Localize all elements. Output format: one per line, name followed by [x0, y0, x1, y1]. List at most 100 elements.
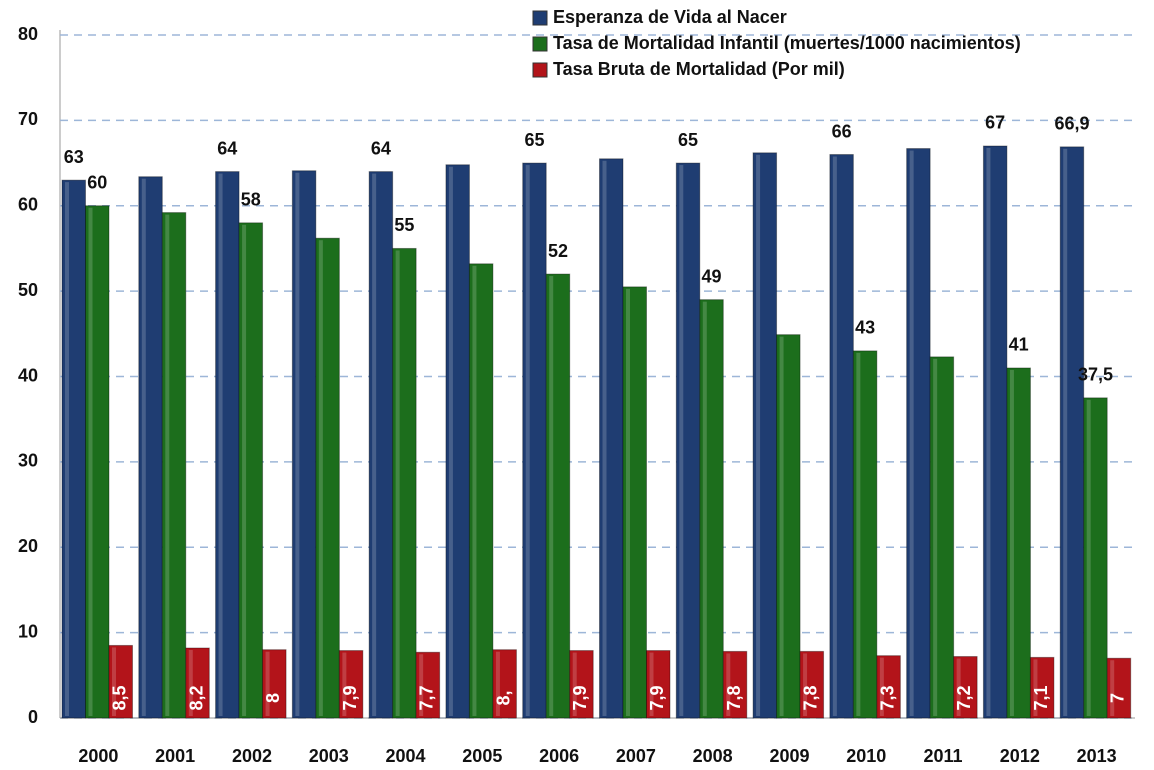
bar-highlight [495, 651, 500, 716]
bar [876, 655, 901, 719]
legend-label: Esperanza de Vida al Nacer [553, 7, 787, 27]
y-tick-label: 70 [18, 109, 38, 129]
bar-highlight [265, 651, 270, 716]
bar-highlight [549, 276, 554, 716]
y-tick-label: 60 [18, 195, 38, 215]
x-tick-label: 2009 [769, 746, 809, 766]
data-label: 7,9 [570, 685, 590, 710]
bar [622, 286, 647, 719]
data-label: 65 [524, 130, 544, 150]
bar-highlight [909, 150, 914, 716]
bar [799, 650, 825, 719]
bar-highlight [986, 147, 991, 717]
bar-highlight [1009, 369, 1014, 716]
data-label: 66,9 [1054, 114, 1089, 134]
data-label: 7,2 [954, 685, 974, 710]
bar [492, 649, 517, 719]
data-label: 52 [548, 241, 568, 261]
y-tick-label: 0 [28, 707, 38, 727]
data-label: 8,5 [110, 685, 130, 710]
bar-highlight [756, 154, 761, 716]
bar-highlight [779, 336, 784, 716]
data-label: 49 [702, 266, 722, 286]
bar [776, 334, 801, 719]
data-label: 65 [678, 130, 698, 150]
x-tick-label: 2003 [309, 746, 349, 766]
bar-highlight [88, 207, 93, 716]
x-tick-label: 2006 [539, 746, 579, 766]
data-label: 7,7 [417, 685, 437, 710]
y-tick-label: 20 [18, 536, 38, 556]
bar-highlight [472, 265, 477, 716]
data-label: 55 [394, 215, 414, 235]
data-label: 66 [832, 121, 852, 141]
bar-highlight [242, 224, 247, 716]
legend-label: Tasa de Mortalidad Infantil (muertes/100… [553, 33, 1021, 53]
bar [108, 644, 133, 719]
data-label: 7,1 [1031, 685, 1051, 710]
x-tick-label: 2010 [846, 746, 886, 766]
x-tick-label: 2008 [693, 746, 733, 766]
bar-highlight [65, 182, 69, 716]
bar-highlight [933, 358, 938, 716]
bar-highlight [679, 165, 684, 716]
bar-highlight [702, 301, 707, 716]
data-label: 58 [241, 190, 261, 210]
bar [468, 263, 494, 719]
bar-highlight [649, 652, 654, 716]
bar [392, 247, 417, 719]
bar [161, 212, 187, 719]
x-tick-label: 2005 [462, 746, 502, 766]
bar [415, 651, 441, 719]
data-label: 41 [1009, 335, 1029, 355]
bar [852, 350, 878, 719]
data-label: 8,2 [186, 685, 206, 710]
bar [338, 650, 364, 719]
bar-highlight [419, 654, 424, 716]
x-tick-label: 2013 [1077, 746, 1117, 766]
data-label: 64 [371, 138, 391, 158]
bar [646, 650, 671, 719]
data-label: 63 [64, 147, 84, 167]
data-label: 7,8 [724, 685, 744, 710]
x-tick-label: 2002 [232, 746, 272, 766]
bar-highlight [448, 166, 453, 716]
bar-highlight [112, 647, 116, 716]
y-tick-label: 80 [18, 24, 38, 44]
data-label: 7,8 [801, 685, 821, 710]
bar-highlight [218, 173, 223, 717]
bar-highlight [803, 653, 808, 716]
bar-highlight [832, 156, 837, 716]
bar-highlight [1086, 399, 1091, 716]
legend-swatch [532, 36, 548, 52]
x-tick-label: 2007 [616, 746, 656, 766]
bar-highlight [395, 250, 400, 716]
bar [85, 205, 110, 719]
bar-highlight [342, 652, 347, 716]
bar-highlight [602, 160, 607, 716]
bar-highlight [295, 172, 300, 717]
x-tick-label: 2001 [155, 746, 195, 766]
bar-highlight [165, 214, 170, 716]
bar-highlight [1033, 659, 1038, 716]
bar-highlight [372, 173, 377, 717]
bar [699, 299, 724, 719]
y-tick-label: 40 [18, 365, 38, 385]
bar [262, 649, 287, 719]
x-tick-label: 2000 [78, 746, 118, 766]
data-label: 7,9 [647, 685, 667, 710]
bar-highlight [188, 649, 193, 716]
legend-swatch [532, 10, 548, 26]
data-label: 7 [1108, 693, 1128, 703]
bar [1106, 657, 1132, 719]
data-label: 43 [855, 318, 875, 338]
bar-highlight [1063, 148, 1068, 716]
bar [1083, 397, 1108, 719]
data-label: 37,5 [1078, 365, 1113, 385]
bar [185, 647, 210, 719]
data-label: 60 [87, 173, 107, 193]
data-label: 8 [263, 693, 283, 703]
legend-swatch [532, 62, 548, 78]
bar [569, 650, 594, 719]
data-label: 8, [493, 690, 513, 705]
